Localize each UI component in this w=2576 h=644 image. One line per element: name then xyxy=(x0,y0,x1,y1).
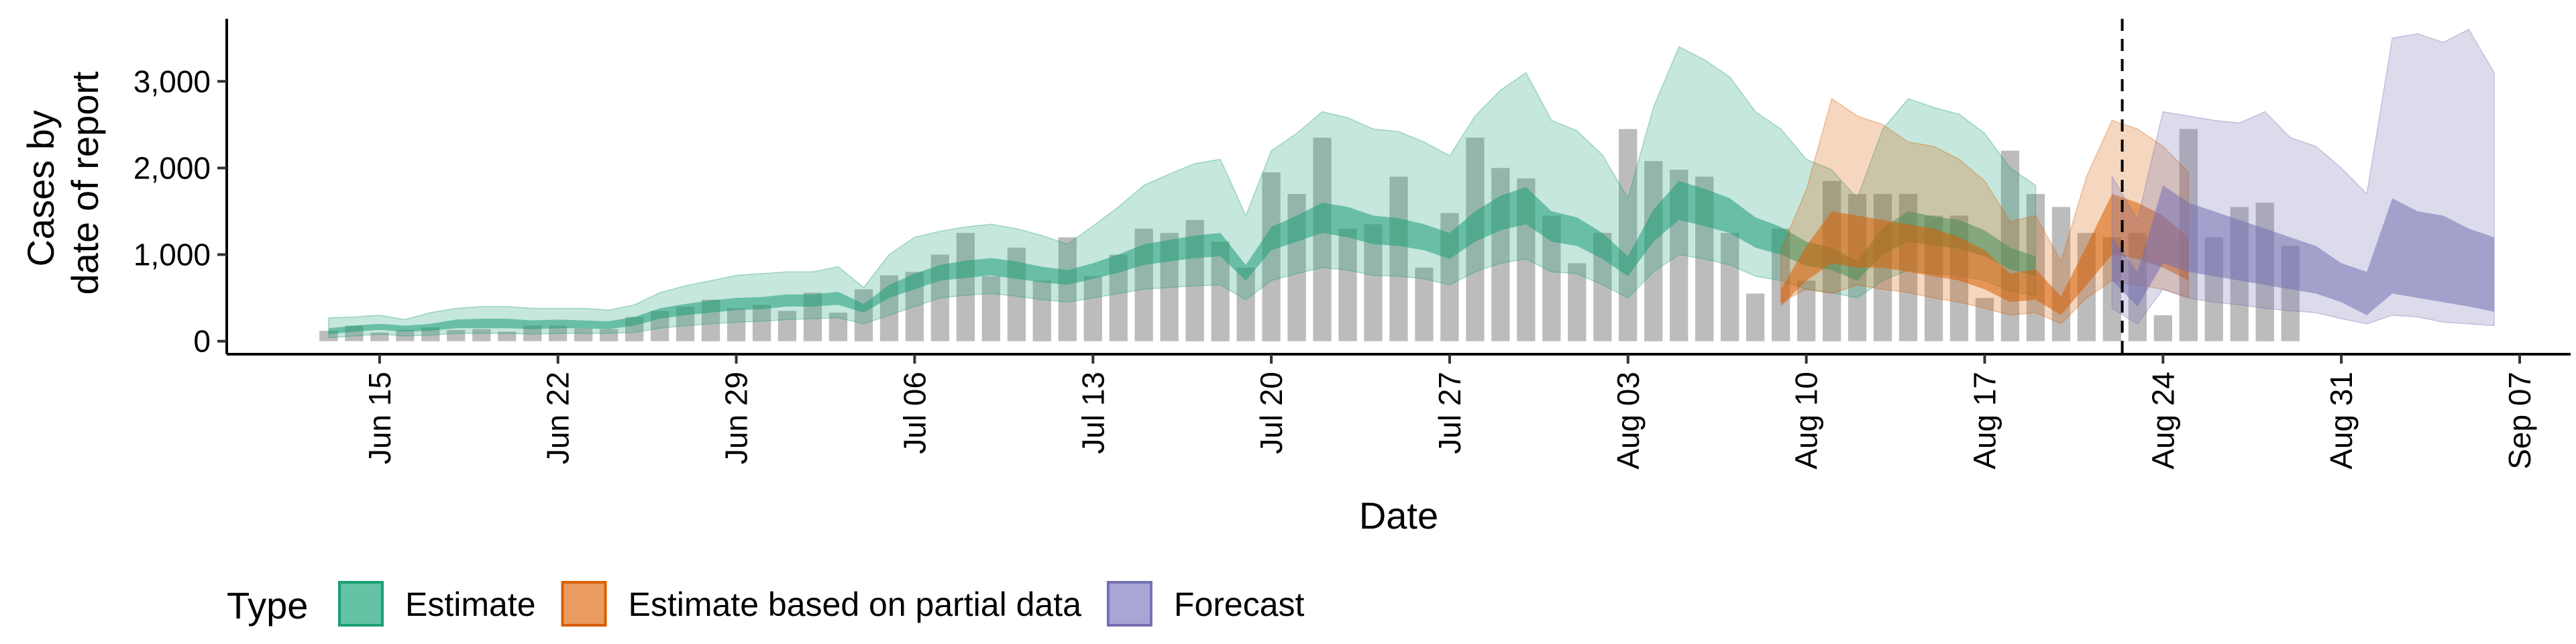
data-bar xyxy=(1746,293,1765,341)
x-tick-label: Jul 13 xyxy=(1075,372,1110,454)
data-bar xyxy=(1619,129,1638,341)
data-bar xyxy=(1721,233,1739,341)
data-bar xyxy=(1032,280,1051,341)
legend-title: Type xyxy=(227,584,308,627)
x-tick-label: Sep 07 xyxy=(2502,372,2537,470)
data-bar xyxy=(523,325,542,341)
legend: Type Estimate Estimate based on partial … xyxy=(227,581,1305,627)
x-tick-label: Jul 20 xyxy=(1254,372,1289,454)
legend-key-partial xyxy=(561,581,607,627)
data-bar xyxy=(2051,207,2071,341)
data-bar xyxy=(956,233,975,341)
legend-item-partial: Estimate based on partial data xyxy=(561,581,1082,627)
x-tick-label: Aug 24 xyxy=(2145,372,2180,470)
legend-key-forecast xyxy=(1106,581,1152,627)
data-bar xyxy=(396,329,415,341)
data-bar xyxy=(1083,276,1102,341)
y-axis-title-line-2: date of report xyxy=(64,71,106,295)
data-bar xyxy=(600,329,619,341)
data-bar xyxy=(777,311,797,341)
data-bar xyxy=(981,276,1000,341)
data-bar xyxy=(1644,161,1663,341)
x-tick-label: Jun 22 xyxy=(541,372,576,464)
data-bar xyxy=(1058,237,1077,341)
data-bar xyxy=(574,328,593,341)
y-tick-label: 3,000 xyxy=(133,64,211,99)
x-tick-label: Jun 15 xyxy=(362,372,397,464)
x-tick-label: Aug 03 xyxy=(1611,372,1646,470)
data-bar xyxy=(370,332,389,341)
y-ticks: 0 1,000 2,000 3,000 xyxy=(133,64,227,359)
x-axis-title: Date xyxy=(1359,494,1438,537)
x-tick-label: Aug 10 xyxy=(1789,372,1824,470)
legend-item-forecast: Forecast xyxy=(1106,581,1305,627)
data-bar xyxy=(447,329,466,341)
x-tick-label: Jun 29 xyxy=(719,372,754,464)
y-tick-label: 0 xyxy=(193,324,211,359)
x-tick-label: Aug 31 xyxy=(2324,372,2359,470)
estimate-inner-band xyxy=(328,180,2036,335)
legend-item-estimate: Estimate xyxy=(338,581,536,627)
data-bar xyxy=(1568,263,1587,341)
forecast-inner-band xyxy=(2112,185,2495,315)
legend-label-forecast: Forecast xyxy=(1174,586,1305,623)
y-tick-label: 1,000 xyxy=(133,237,211,272)
data-bar xyxy=(854,289,873,341)
data-bar xyxy=(1313,138,1332,341)
data-bar xyxy=(1975,298,1994,341)
x-tick-label: Aug 17 xyxy=(1968,372,2002,470)
x-tick-label: Jul 27 xyxy=(1432,372,1467,454)
axes-layer xyxy=(225,19,2571,356)
data-bar xyxy=(472,329,491,341)
data-bar xyxy=(1415,267,1434,341)
data-bar xyxy=(1389,176,1408,341)
data-bar xyxy=(828,313,848,341)
x-ticks: Jun 15 Jun 22 Jun 29 Jul 06 Jul 13 Jul 20 Jul … xyxy=(362,354,2537,470)
y-tick-label: 2,000 xyxy=(133,150,211,185)
data-bar xyxy=(498,331,517,341)
y-axis-title: Cases by date of report xyxy=(19,71,106,295)
legend-label-estimate: Estimate xyxy=(405,586,536,623)
legend-key-estimate xyxy=(338,581,384,627)
x-tick-label: Jul 06 xyxy=(897,372,932,454)
data-bar xyxy=(549,325,568,341)
y-axis-title-line-1: Cases by xyxy=(19,110,62,266)
data-bar xyxy=(752,305,771,341)
data-bar xyxy=(2153,315,2172,341)
bands-layer xyxy=(328,28,2495,339)
partial-inner-band xyxy=(1780,194,2189,315)
legend-label-partial: Estimate based on partial data xyxy=(629,586,1082,623)
data-bar xyxy=(1338,228,1357,341)
data-bar xyxy=(727,308,746,341)
data-bar xyxy=(1797,280,1816,341)
